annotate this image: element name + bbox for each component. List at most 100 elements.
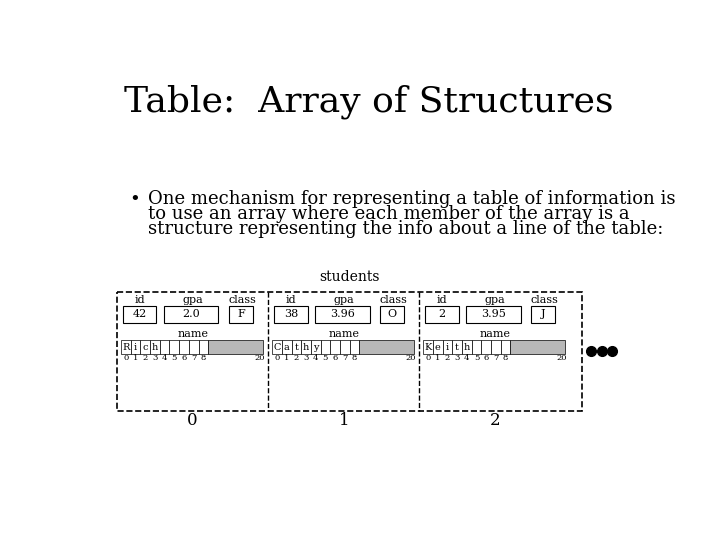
- Text: 0: 0: [426, 354, 431, 362]
- Text: 6: 6: [181, 354, 186, 362]
- Bar: [229, 306, 253, 323]
- Text: Table:  Array of Structures: Table: Array of Structures: [125, 84, 613, 119]
- Bar: [117, 292, 582, 411]
- Text: 1: 1: [284, 354, 289, 362]
- Bar: [320, 340, 330, 354]
- Text: i: i: [446, 342, 449, 352]
- Text: 3: 3: [303, 354, 309, 362]
- Text: 20: 20: [405, 354, 416, 362]
- Bar: [301, 340, 311, 354]
- Text: students: students: [320, 270, 380, 284]
- Text: id: id: [286, 295, 296, 305]
- Text: structure representing the info about a line of the table:: structure representing the info about a …: [148, 220, 664, 238]
- Text: 5: 5: [323, 354, 328, 362]
- Text: 1: 1: [338, 412, 349, 429]
- Text: 2: 2: [445, 354, 450, 362]
- Text: name: name: [177, 328, 208, 339]
- Text: a: a: [284, 342, 289, 352]
- Text: to use an array where each member of the array is a: to use an array where each member of the…: [148, 205, 630, 223]
- Bar: [359, 340, 414, 354]
- Text: class: class: [531, 295, 559, 305]
- Text: i: i: [134, 342, 137, 352]
- Bar: [179, 340, 189, 354]
- Text: 2.0: 2.0: [182, 309, 200, 319]
- Bar: [315, 306, 369, 323]
- Text: 6: 6: [484, 354, 489, 362]
- Bar: [272, 340, 282, 354]
- Text: gpa: gpa: [485, 295, 505, 305]
- Bar: [426, 306, 459, 323]
- Bar: [274, 306, 307, 323]
- Bar: [500, 340, 510, 354]
- Text: 8: 8: [352, 354, 357, 362]
- Text: 1: 1: [435, 354, 441, 362]
- Text: 3.95: 3.95: [481, 309, 506, 319]
- Text: 4: 4: [162, 354, 167, 362]
- Text: t: t: [294, 342, 298, 352]
- Text: 7: 7: [493, 354, 498, 362]
- Text: t: t: [455, 342, 459, 352]
- Text: 0: 0: [187, 412, 198, 429]
- Text: 20: 20: [557, 354, 567, 362]
- Text: R: R: [122, 342, 130, 352]
- Text: O: O: [387, 309, 397, 319]
- Bar: [462, 340, 472, 354]
- Bar: [350, 340, 359, 354]
- Bar: [340, 340, 350, 354]
- Bar: [140, 340, 150, 354]
- Bar: [330, 340, 340, 354]
- Text: 5: 5: [171, 354, 177, 362]
- Text: e: e: [435, 342, 441, 352]
- Text: 6: 6: [333, 354, 338, 362]
- Text: h: h: [152, 342, 158, 352]
- Bar: [282, 340, 292, 354]
- Bar: [510, 340, 565, 354]
- Bar: [491, 340, 500, 354]
- Text: 3.96: 3.96: [330, 309, 355, 319]
- Text: 8: 8: [503, 354, 508, 362]
- Bar: [121, 340, 131, 354]
- Text: 8: 8: [201, 354, 206, 362]
- Text: 42: 42: [132, 309, 147, 319]
- Bar: [467, 306, 521, 323]
- Text: K: K: [424, 342, 432, 352]
- Bar: [311, 340, 320, 354]
- Text: 2: 2: [294, 354, 299, 362]
- Text: h: h: [464, 342, 470, 352]
- Text: 7: 7: [342, 354, 348, 362]
- Text: 0: 0: [274, 354, 279, 362]
- Text: C: C: [274, 342, 281, 352]
- Text: gpa: gpa: [182, 295, 203, 305]
- Bar: [452, 340, 462, 354]
- Text: 20: 20: [254, 354, 265, 362]
- Text: 2: 2: [438, 309, 446, 319]
- Text: 3: 3: [152, 354, 158, 362]
- Text: y: y: [313, 342, 318, 352]
- Bar: [169, 340, 179, 354]
- Bar: [160, 340, 169, 354]
- Text: c: c: [143, 342, 148, 352]
- Text: h: h: [303, 342, 309, 352]
- Text: class: class: [229, 295, 256, 305]
- Bar: [531, 306, 555, 323]
- Text: id: id: [437, 295, 447, 305]
- Text: gpa: gpa: [333, 295, 354, 305]
- Bar: [150, 340, 160, 354]
- Text: 2: 2: [143, 354, 148, 362]
- Bar: [443, 340, 452, 354]
- Text: One mechanism for representing a table of information is: One mechanism for representing a table o…: [148, 190, 675, 207]
- Text: 0: 0: [123, 354, 128, 362]
- Bar: [164, 306, 218, 323]
- Text: id: id: [135, 295, 145, 305]
- Bar: [472, 340, 482, 354]
- Text: •: •: [129, 191, 140, 209]
- Bar: [131, 340, 140, 354]
- Bar: [292, 340, 301, 354]
- Bar: [199, 340, 208, 354]
- Text: 38: 38: [284, 309, 298, 319]
- Bar: [208, 340, 263, 354]
- Bar: [123, 306, 156, 323]
- Bar: [189, 340, 199, 354]
- Text: 5: 5: [474, 354, 480, 362]
- Text: F: F: [237, 309, 245, 319]
